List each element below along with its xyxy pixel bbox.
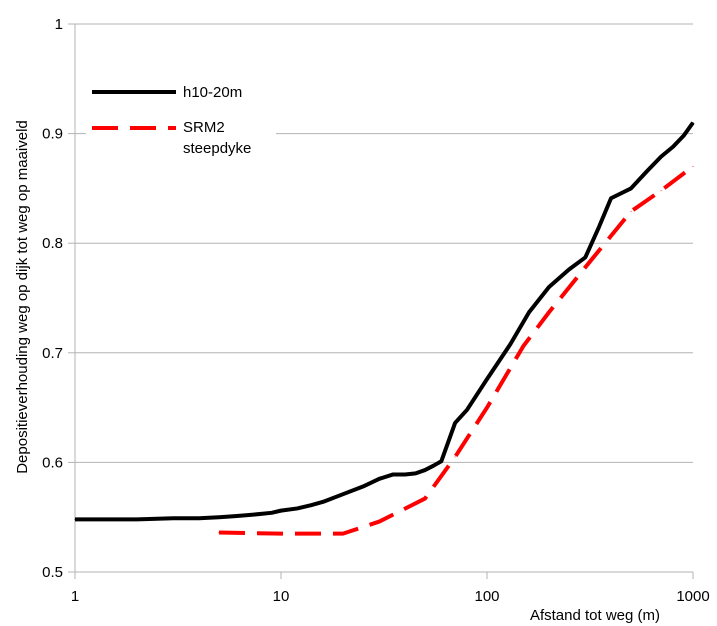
data-point-series-2 (342, 533, 344, 535)
data-point-series-1 (440, 460, 442, 462)
x-tick-label: 1000 (676, 588, 709, 605)
data-point-series-1 (433, 465, 435, 467)
data-point-series-1 (509, 343, 511, 345)
data-point-series-1 (610, 197, 612, 199)
data-point-series-1 (404, 473, 406, 475)
data-point-series-1 (486, 378, 488, 380)
data-point-series-1 (584, 256, 586, 258)
data-point-series-1 (322, 501, 324, 503)
y-tick-label: 0.8 (42, 235, 63, 252)
data-point-series-1 (280, 510, 282, 512)
data-point-series-1 (548, 286, 550, 288)
data-point-series-1 (342, 493, 344, 495)
legend: h10-20m SRM2 steepdyke (86, 76, 276, 170)
data-point-series-1 (362, 486, 364, 488)
data-point-series-1 (466, 409, 468, 411)
y-tick-label: 0.6 (42, 454, 63, 471)
data-point-series-2 (522, 345, 524, 347)
tick-labels: 0.5 0.6 0.7 0.8 0.9 1 1 10 100 1000 (42, 16, 710, 605)
data-point-series-1 (672, 146, 674, 148)
data-point-series-1 (260, 513, 262, 515)
x-axis-title: Afstand tot weg (m) (530, 607, 660, 624)
y-tick-label: 0.7 (42, 345, 63, 362)
data-point-series-2 (692, 165, 694, 167)
data-point-series-2 (454, 456, 456, 458)
data-point-series-1 (392, 473, 394, 475)
legend-label-series-1: h10-20m (183, 84, 242, 101)
data-point-series-2 (280, 533, 282, 535)
data-point-series-2 (630, 210, 632, 212)
y-tick-label: 0.5 (42, 564, 63, 581)
series-lines (74, 121, 695, 536)
data-point-series-1 (528, 311, 530, 313)
data-point-series-1 (692, 122, 694, 124)
data-point-series-1 (598, 226, 600, 228)
legend-label-line: steepdyke (183, 140, 251, 157)
data-point-series-1 (568, 269, 570, 271)
data-point-series-1 (74, 518, 76, 520)
y-tick-label: 0.9 (42, 126, 63, 143)
data-point-series-1 (248, 514, 250, 516)
y-tick-label: 1 (55, 16, 63, 33)
x-tick-label: 100 (474, 588, 499, 605)
data-point-series-1 (110, 518, 112, 520)
axes (68, 23, 694, 579)
data-point-series-2 (548, 311, 550, 313)
data-point-series-1 (660, 156, 662, 158)
data-point-series-1 (218, 516, 220, 518)
legend-label-line: SRM2 (183, 119, 225, 136)
data-point-series-1 (454, 422, 456, 424)
data-point-series-1 (310, 504, 312, 506)
data-point-series-1 (378, 478, 380, 480)
data-point-series-1 (630, 187, 632, 189)
data-point-series-1 (271, 512, 273, 514)
data-point-series-1 (683, 135, 685, 137)
y-axis-title: Depositieverhouding weg op dijk tot weg … (14, 120, 31, 474)
data-point-series-2 (378, 521, 380, 523)
x-tick-label: 10 (273, 588, 290, 605)
data-point-series-1 (198, 517, 200, 519)
data-point-series-1 (172, 517, 174, 519)
data-point-series-1 (424, 469, 426, 471)
x-tick-label: 1 (71, 588, 79, 605)
data-point-series-2 (486, 407, 488, 409)
data-point-series-1 (234, 515, 236, 517)
legend-label-series-2: SRM2 steepdyke (183, 119, 251, 157)
data-point-series-1 (136, 518, 138, 520)
data-point-series-2 (660, 190, 662, 192)
data-point-series-1 (296, 507, 298, 509)
data-point-series-1 (646, 170, 648, 172)
data-point-series-2 (584, 266, 586, 268)
data-point-series-2 (424, 498, 426, 500)
data-point-series-1 (415, 472, 417, 474)
data-point-series-2 (218, 532, 220, 534)
